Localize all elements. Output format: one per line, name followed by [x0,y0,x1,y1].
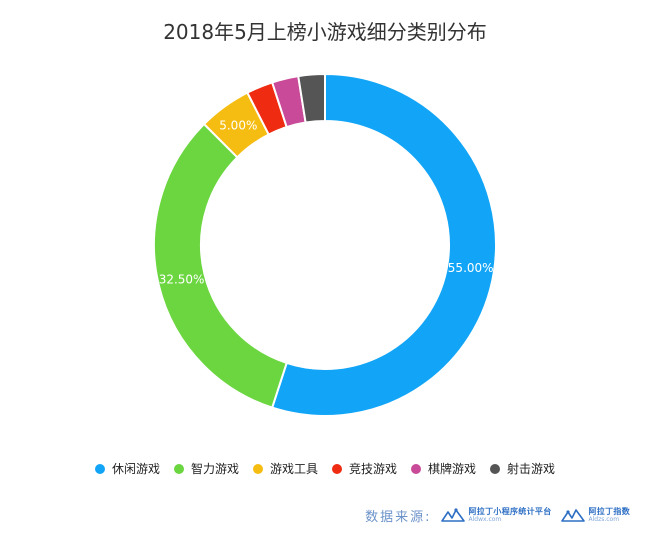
chart-title: 2018年5月上榜小游戏细分类别分布 [163,20,487,44]
legend-item-3: 游戏工具 [252,460,318,477]
brand-aldwx-domain: Aldwx.com [468,515,502,523]
legend-dot-icon [490,463,501,474]
legend: 休闲游戏 智力游戏 游戏工具 竞技游戏 棋牌游戏 射击游戏 [0,460,650,477]
slice-label-3: 5.00% [219,119,257,133]
legend-item-6: 射击游戏 [490,460,555,477]
slice-label-2: 32.50% [159,272,205,286]
brand-aldwx: 阿拉丁小程序统计平台 Aldwx.com [440,507,552,525]
legend-label: 竞技游戏 [349,462,398,476]
legend-label: 休闲游戏 [111,462,160,476]
brand-aldzs-domain: Aldzs.com [588,515,620,523]
legend-dot-icon [252,463,263,474]
aldzs-logo-icon [560,508,585,522]
data-source: 数据来源: 阿拉丁小程序统计平台 Aldwx.com 阿拉丁指数 Aldzs.c… [365,506,630,525]
brand-aldzs-name: 阿拉丁指数 [588,507,630,517]
legend-label: 射击游戏 [507,462,556,476]
legend-item-4: 竞技游戏 [332,460,397,477]
slice-label-1: 55.00% [448,261,494,275]
legend-item-2: 智力游戏 [173,460,239,477]
source-label: 数据来源: [365,510,432,525]
legend-label: 智力游戏 [190,462,239,476]
brand-aldwx-name: 阿拉丁小程序统计平台 [468,507,552,517]
brand-aldzs: 阿拉丁指数 Aldzs.com [560,507,631,525]
legend-dot-icon [332,463,342,474]
legend-dot-icon [94,463,105,474]
legend-item-5: 棋牌游戏 [411,460,476,477]
donut-chart: 55.00% 32.50% 5.00% [153,72,497,417]
legend-item-1: 休闲游戏 [94,460,160,477]
donut-slice-6 [297,72,326,124]
aldwx-logo-icon [440,507,465,522]
legend-label: 游戏工具 [269,462,318,476]
donut-slice-2 [153,122,288,409]
legend-label: 棋牌游戏 [428,462,477,476]
donut-slice-1 [270,72,497,417]
legend-dot-icon [173,463,184,474]
legend-dot-icon [411,463,422,474]
